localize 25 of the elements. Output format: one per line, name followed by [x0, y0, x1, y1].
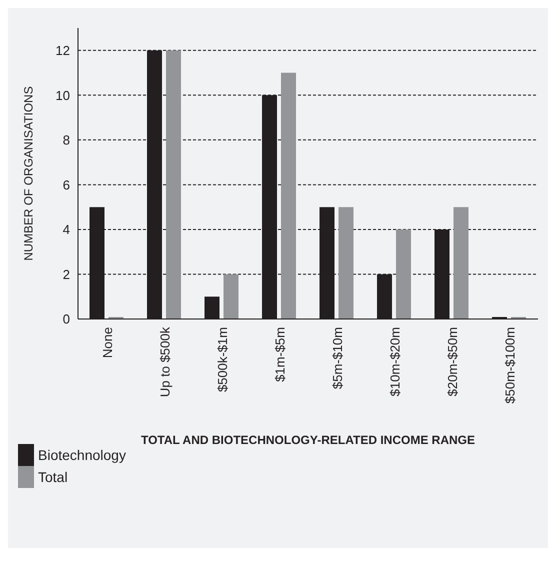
bar — [396, 229, 411, 319]
y-tick-label: 10 — [56, 88, 70, 103]
x-tick-label: $10m-$20m — [387, 327, 402, 396]
x-tick-label: $500k-$1m — [214, 327, 230, 392]
y-tick-label: 4 — [62, 222, 70, 238]
x-tick-label: Up to $500k — [157, 326, 172, 398]
x-tick-label: $20m-$50m — [444, 327, 460, 396]
y-tick-label: 2 — [62, 266, 70, 282]
x-tick-label: None — [100, 327, 115, 358]
y-tick-label: 12 — [56, 43, 70, 58]
x-tick-label: $5m-$10m — [330, 327, 345, 390]
legend-label: Biotechnology — [38, 447, 126, 463]
y-tick-label: 6 — [62, 177, 70, 192]
bar — [454, 207, 468, 319]
bar — [224, 274, 238, 319]
y-tick-label: 0 — [62, 312, 70, 327]
bar — [338, 207, 354, 319]
bar — [281, 72, 296, 319]
bar — [166, 50, 181, 319]
y-axis-title: NUMBER OF ORGANISATIONS — [21, 86, 36, 261]
y-tick-label: 8 — [62, 132, 70, 148]
legend-label: Total — [38, 469, 68, 485]
x-tick-label: $1m-$5m — [272, 327, 288, 382]
x-axis-title: TOTAL AND BIOTECHNOLOGY-RELATED INCOME RANGE — [140, 433, 476, 447]
x-tick-label: $50m-$100m — [502, 327, 518, 404]
